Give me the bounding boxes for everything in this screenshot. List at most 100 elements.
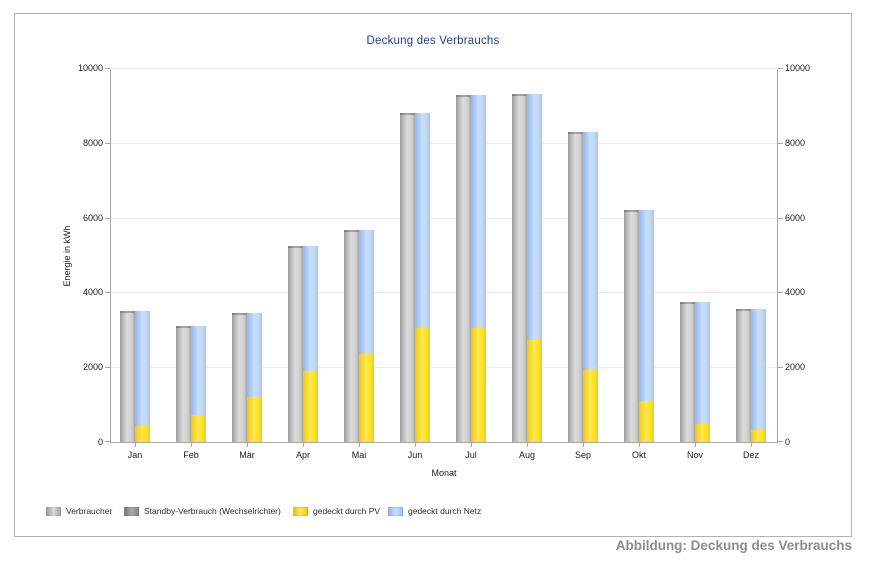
legend-swatch-verbraucher	[46, 506, 61, 516]
pv-segment	[135, 425, 150, 442]
verbraucher-segment	[624, 211, 639, 442]
bar-pair-aug	[512, 93, 542, 442]
x-axis-tick	[751, 443, 752, 447]
x-tick-label-jan: Jan	[127, 450, 143, 460]
standby-segment	[456, 94, 471, 97]
y-axis-tick	[105, 441, 110, 442]
y-axis-tick	[778, 68, 783, 69]
netz-segment	[135, 311, 150, 426]
pv-segment	[639, 400, 654, 442]
bar-pair-mai	[344, 230, 374, 442]
coverage-bar	[415, 112, 430, 442]
verbraucher-segment	[288, 247, 303, 442]
bar-pair-jul	[456, 94, 486, 442]
coverage-bar	[639, 209, 654, 442]
verbraucher-segment	[176, 328, 191, 442]
y-tick-label: 6000	[82, 212, 103, 223]
chart-legend: Verbraucher Standby-Verbrauch (Wechselric…	[15, 505, 851, 519]
y-axis-tick	[105, 142, 110, 144]
legend-item-verbraucher: Verbraucher	[46, 505, 112, 517]
verbraucher-segment	[568, 134, 583, 442]
bar-pair-sep	[568, 132, 598, 442]
standby-segment	[120, 311, 135, 314]
netz-segment	[359, 230, 374, 354]
coverage-bar	[135, 311, 150, 442]
legend-label: gedeckt durch Netz	[408, 506, 482, 516]
gridline	[111, 217, 777, 219]
figure-caption: Abbildung: Deckung des Verbrauchs	[615, 538, 852, 553]
gridline	[111, 142, 777, 144]
pv-segment	[583, 369, 598, 442]
netz-segment	[751, 309, 766, 431]
x-axis-tick	[471, 443, 472, 447]
verbraucher-segment	[456, 96, 471, 442]
verbraucher-segment	[232, 314, 247, 442]
x-axis-tick	[583, 443, 584, 447]
x-tick-label-sep: Sep	[574, 450, 591, 460]
coverage-bar	[583, 132, 598, 442]
consumption-bar	[400, 112, 415, 442]
y-tick-label: 10000	[785, 63, 811, 73]
legend-swatch-netz	[388, 506, 403, 516]
netz-segment	[695, 301, 710, 425]
standby-segment	[624, 209, 639, 212]
standby-segment	[176, 326, 191, 329]
coverage-bar	[751, 309, 766, 442]
legend-swatch-pv	[293, 506, 308, 516]
bar-pair-feb	[176, 326, 206, 442]
pv-segment	[359, 353, 374, 442]
bar-pair-jan	[120, 311, 150, 442]
x-tick-label-jun: Jun	[407, 450, 423, 460]
x-tick-label-mai: Mai	[351, 450, 367, 460]
standby-segment	[568, 132, 583, 135]
consumption-bar	[176, 326, 191, 442]
x-axis-title: Monat	[431, 468, 457, 478]
y-tick-label: 2000	[82, 362, 103, 373]
y-axis-tick	[105, 292, 110, 294]
chart-title: Deckung des Verbrauchs	[366, 35, 500, 47]
y-axis-tick	[778, 142, 783, 144]
coverage-bar	[303, 245, 318, 442]
consumption-bar	[512, 93, 527, 442]
x-axis-tick	[639, 443, 640, 447]
x-tick-label-apr: Apr	[295, 450, 310, 460]
legend-item-standby: Standby-Verbrauch (Wechselrichter)	[124, 505, 281, 517]
x-tick-label-nov: Nov	[686, 450, 703, 460]
x-axis-tick	[247, 443, 248, 447]
y-tick-label: 10000	[77, 63, 103, 73]
verbraucher-segment	[344, 232, 359, 442]
coverage-bar	[527, 93, 542, 442]
plot-area: 0 0 2000 2000 4000 4000 6000 6000 8000 8000 10000 1…	[78, 63, 810, 460]
y-tick-label: 6000	[785, 212, 806, 223]
netz-segment	[471, 94, 486, 328]
y-axis-tick	[105, 367, 110, 369]
y-axis-tick	[778, 217, 783, 219]
standby-segment	[400, 112, 415, 115]
legend-label: Verbraucher	[66, 506, 113, 516]
pv-segment	[191, 415, 206, 442]
pv-segment	[751, 430, 766, 442]
pv-segment	[471, 327, 486, 442]
netz-segment	[527, 93, 542, 340]
x-axis-tick	[359, 443, 360, 447]
y-axis-tick	[105, 68, 110, 69]
y-tick-label: 0	[97, 437, 103, 447]
pv-segment	[527, 339, 542, 442]
coverage-bar	[471, 94, 486, 442]
consumption-bar	[680, 301, 695, 442]
netz-segment	[247, 312, 262, 398]
consumption-bar	[624, 209, 639, 442]
netz-segment	[583, 132, 598, 370]
standby-segment	[680, 301, 695, 304]
consumption-bar	[120, 311, 135, 442]
legend-item-netz: gedeckt durch Netz	[388, 505, 481, 517]
coverage-bar	[359, 230, 374, 442]
y-tick-label: 4000	[785, 287, 806, 298]
bar-pair-dez	[736, 309, 766, 442]
verbraucher-segment	[120, 313, 135, 442]
standby-segment	[232, 312, 247, 315]
netz-segment	[415, 112, 430, 328]
y-tick-label: 2000	[785, 362, 806, 373]
